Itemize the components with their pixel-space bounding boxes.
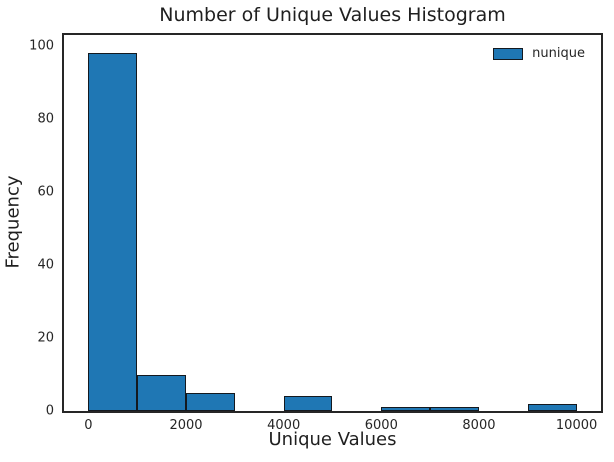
y-tick-label: 100: [29, 38, 54, 54]
x-tick-label: 8000: [462, 418, 496, 433]
x-tick-label: 0: [84, 418, 93, 433]
histogram-bar: [88, 53, 138, 411]
histogram-bar: [137, 374, 187, 411]
x-tick-label: 10000: [555, 418, 598, 433]
legend: nunique: [493, 46, 585, 61]
y-tick-label: 60: [37, 184, 54, 200]
bars-layer: [64, 35, 601, 411]
legend-swatch-icon: [493, 47, 524, 60]
chart-title: Number of Unique Values Histogram: [159, 4, 506, 26]
y-tick-label: 0: [45, 403, 54, 419]
y-tick-label: 20: [37, 330, 54, 346]
legend-label: nunique: [532, 46, 585, 61]
y-tick-label: 40: [37, 257, 54, 273]
x-tick-label: 6000: [364, 418, 398, 433]
histogram-bar: [527, 403, 577, 411]
y-tick-label: 80: [37, 111, 54, 127]
x-axis-label: Unique Values: [268, 429, 397, 450]
y-axis-label: Frequency: [2, 175, 24, 269]
x-tick-label: 2000: [169, 418, 203, 433]
histogram-bar: [381, 407, 431, 411]
x-tick-label: 4000: [267, 418, 301, 433]
histogram-bar: [430, 407, 479, 411]
histogram-bar: [186, 392, 235, 411]
plot-area: 0 2000 4000 6000 8000 10000 0 20 40 60 80 100 nuni…: [29, 33, 603, 433]
histogram-bar: [283, 396, 333, 411]
